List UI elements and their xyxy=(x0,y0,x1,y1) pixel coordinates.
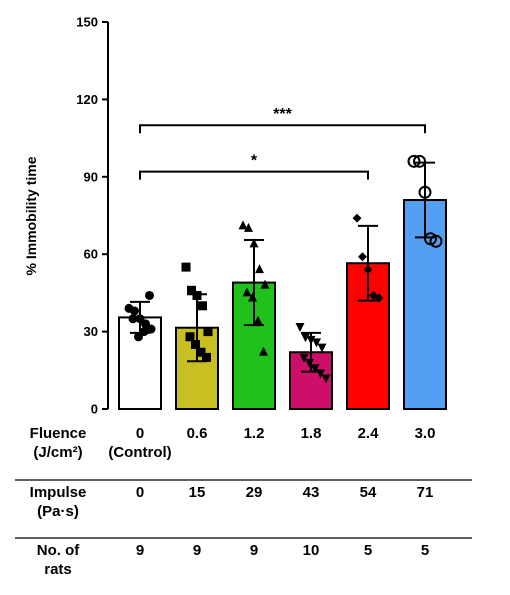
data-point xyxy=(358,252,367,262)
table-cell: 1.8 xyxy=(301,425,322,442)
data-point xyxy=(196,347,206,357)
data-point xyxy=(312,338,321,348)
data-point xyxy=(310,364,320,374)
data-point xyxy=(181,262,191,272)
y-tick-label: 0 xyxy=(91,402,98,417)
data-point xyxy=(198,301,207,311)
table-cell: 0 xyxy=(136,484,144,501)
data-point xyxy=(418,185,432,199)
table-cell: 0 xyxy=(136,425,144,442)
table-cell: 2.4 xyxy=(358,425,380,442)
data-point xyxy=(187,285,196,295)
table-subcell: (Control) xyxy=(108,444,171,461)
data-point xyxy=(248,292,257,302)
table-cell: 15 xyxy=(189,484,206,501)
data-point xyxy=(242,287,252,297)
data-point xyxy=(316,369,325,379)
significance-label: * xyxy=(251,153,258,170)
row-label: (Pa·s) xyxy=(37,503,79,520)
table-cell: 1.2 xyxy=(244,425,265,442)
y-axis: 0 30 60 90 120 150 xyxy=(76,15,109,417)
row-label: rats xyxy=(44,561,72,578)
data-point xyxy=(145,290,154,300)
y-tick-label: 120 xyxy=(76,92,98,107)
row-label: (J/cm²) xyxy=(33,444,82,461)
significance-layer: **** xyxy=(139,106,426,180)
y-tick-label: 60 xyxy=(84,247,98,262)
data-point xyxy=(407,154,421,168)
data-point xyxy=(301,333,310,343)
data-point xyxy=(244,222,253,232)
row-label: Fluence xyxy=(30,425,87,442)
table-cell: 9 xyxy=(136,542,144,559)
table-cell: 9 xyxy=(193,542,201,559)
data-point xyxy=(139,327,149,337)
data-point xyxy=(317,343,327,353)
data-point xyxy=(191,340,200,349)
y-tick-label: 150 xyxy=(76,15,98,30)
data-point xyxy=(255,264,264,274)
data-point xyxy=(185,332,195,342)
data-point xyxy=(352,213,362,223)
table-cell: 5 xyxy=(364,542,372,559)
data-point xyxy=(192,290,202,300)
data-point xyxy=(249,238,259,248)
data-point xyxy=(202,352,211,362)
data-point xyxy=(299,353,309,363)
significance-bracket xyxy=(139,170,369,180)
table-cell: 71 xyxy=(417,484,434,501)
points-layer xyxy=(124,154,443,384)
data-point xyxy=(146,324,156,334)
data-point xyxy=(253,315,263,325)
row-label: No. of xyxy=(37,542,80,559)
table-cell: 43 xyxy=(303,484,320,501)
table-cell: 0.6 xyxy=(187,425,208,442)
data-point xyxy=(259,346,268,356)
data-point xyxy=(260,279,270,289)
table-cell: 10 xyxy=(303,542,320,559)
table-cell: 9 xyxy=(250,542,258,559)
data-point xyxy=(203,327,213,337)
table-cell: 3.0 xyxy=(415,425,436,442)
data-point xyxy=(128,314,138,324)
data-point xyxy=(305,359,314,369)
row-label: Impulse xyxy=(30,484,87,501)
table-cell: 54 xyxy=(360,484,377,501)
table-cell: 29 xyxy=(246,484,263,501)
data-point xyxy=(130,306,139,316)
data-point xyxy=(306,335,316,345)
data-point xyxy=(238,220,248,230)
data-point xyxy=(363,265,373,275)
bars-layer xyxy=(118,199,447,411)
y-axis-label: % Immobility time xyxy=(23,156,39,275)
data-point xyxy=(413,154,426,168)
data-point xyxy=(429,234,443,248)
parameter-table: Fluence (J/cm²) 0 0.6 1.2 1.8 2.4 3.0 (Control) I… xyxy=(15,425,472,578)
data-point xyxy=(321,374,331,384)
significance-bracket xyxy=(139,124,426,134)
y-tick-label: 30 xyxy=(84,324,98,339)
data-point xyxy=(295,322,305,332)
data-point xyxy=(374,293,384,303)
table-cell: 5 xyxy=(421,542,429,559)
y-tick-label: 90 xyxy=(84,169,98,184)
significance-label: *** xyxy=(273,106,292,123)
